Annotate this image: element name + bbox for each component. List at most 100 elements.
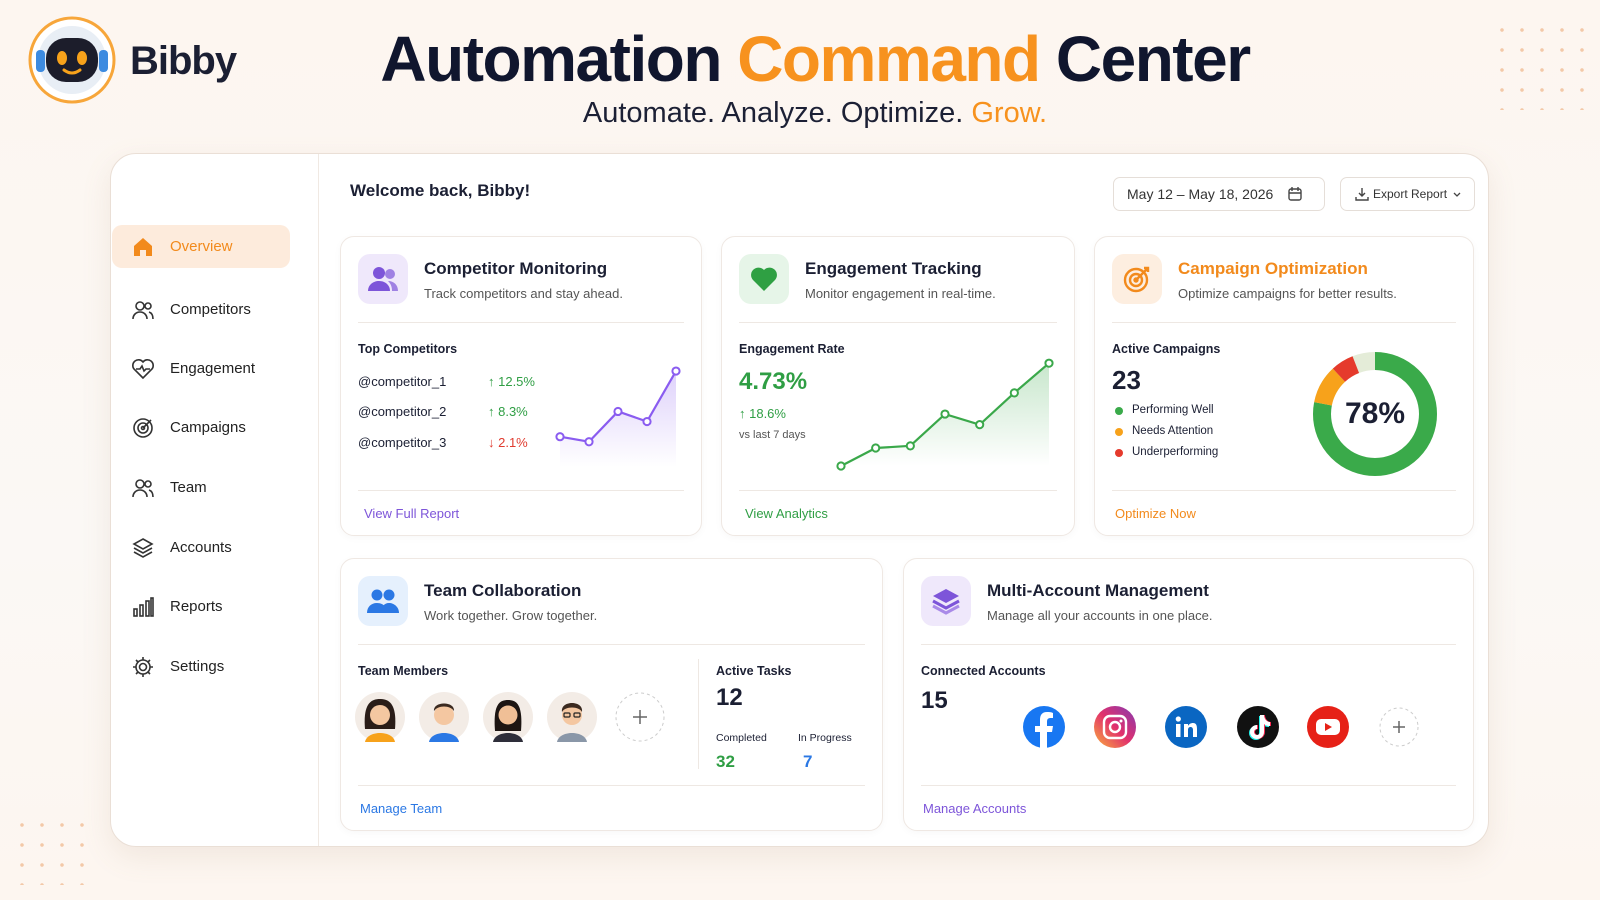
icon: [368, 267, 398, 291]
section-label: Team Members: [358, 664, 449, 678]
divider: [358, 322, 684, 323]
trend-point: [871, 443, 881, 453]
tiktok-icon[interactable]: [1237, 706, 1279, 748]
divider: [358, 785, 865, 786]
divider: [739, 490, 1057, 491]
card-link[interactable]: Manage Team: [360, 801, 443, 816]
add-member[interactable]: [615, 692, 665, 742]
section-label: Active Campaigns: [1112, 342, 1221, 356]
competitor-change: ↑ 12.5%: [488, 374, 535, 389]
nav-item[interactable]: Competitors: [112, 288, 290, 331]
nav-item[interactable]: Overview: [112, 225, 290, 268]
trend-point: [975, 420, 985, 430]
legend-label: Performing Well: [1132, 404, 1214, 416]
trend-point: [1009, 388, 1019, 398]
card-subtitle: Work together. Grow together.: [424, 608, 598, 623]
trend-chart: [836, 358, 1054, 471]
trend-point: [555, 432, 565, 442]
divider: [739, 322, 1057, 323]
icon: [1453, 192, 1461, 197]
dot-pattern: [1492, 20, 1592, 110]
nav-label: Accounts: [170, 539, 232, 556]
trend-point: [584, 437, 594, 447]
trend-point: [642, 416, 652, 427]
instagram-icon[interactable]: [1094, 706, 1136, 748]
add-account[interactable]: [1379, 707, 1419, 747]
card-link[interactable]: View Full Report: [364, 506, 460, 521]
nav-label: Competitors: [170, 301, 251, 318]
nav-item[interactable]: Accounts: [112, 526, 290, 569]
accounts-card: Multi-Account Management Manage all your…: [903, 558, 1474, 831]
card-title: Campaign Optimization: [1178, 259, 1368, 278]
completed-label: Completed: [716, 732, 767, 744]
divider: [1112, 322, 1456, 323]
trend-point: [905, 441, 915, 451]
icon: [132, 359, 154, 380]
date-picker[interactable]: May 12 – May 18, 2026: [1113, 177, 1325, 211]
campaign-card: Campaign Optimization Optimize campaigns…: [1094, 236, 1474, 536]
nav-item[interactable]: Reports: [112, 585, 290, 628]
donut-segment: [1313, 352, 1437, 476]
youtube-icon[interactable]: [1307, 706, 1349, 748]
icon: [751, 267, 777, 291]
nav-item[interactable]: Settings: [112, 645, 290, 688]
avatar: [483, 692, 533, 742]
section-label: Engagement Rate: [739, 342, 845, 356]
icon: [133, 597, 154, 617]
tagline-text: Automate. Analyze. Optimize.: [582, 97, 964, 129]
card-icon: [358, 576, 408, 626]
title-part: Center: [1055, 23, 1251, 95]
card-link[interactable]: Manage Accounts: [923, 801, 1027, 816]
icon: [134, 238, 152, 256]
nav-item[interactable]: Campaigns: [112, 406, 290, 449]
brand: Bibby: [130, 39, 237, 83]
sidebar: Overview Competitors Engagement Campaign…: [111, 154, 319, 846]
in-progress-label: In Progress: [798, 732, 852, 744]
card-subtitle: Monitor engagement in real-time.: [805, 286, 996, 301]
competitor-change: ↑ 8.3%: [488, 404, 528, 419]
card-title: Multi-Account Management: [987, 581, 1209, 600]
facebook-icon[interactable]: [1023, 706, 1065, 748]
avatar: [547, 692, 597, 742]
accounts-count: 15: [921, 687, 948, 714]
avatar: [419, 692, 469, 742]
logo: [28, 16, 116, 104]
export-button[interactable]: Export Report: [1340, 177, 1475, 211]
competitor-name: @competitor_2: [358, 404, 447, 419]
trend-point: [671, 366, 681, 376]
icon: [1123, 266, 1150, 293]
icon: [133, 657, 153, 677]
engagement-rate: 4.73%: [739, 368, 808, 395]
card-link[interactable]: Optimize Now: [1115, 506, 1196, 521]
linkedin-icon[interactable]: [1165, 706, 1207, 748]
icon: [133, 418, 153, 438]
divider: [358, 490, 684, 491]
section-label: Connected Accounts: [921, 664, 1046, 678]
nav-label: Settings: [170, 658, 225, 675]
legend-label: Underperforming: [1132, 446, 1219, 458]
trend-point: [836, 461, 846, 471]
nav-label: Overview: [170, 238, 233, 255]
icon: [1288, 187, 1303, 201]
icon: [932, 589, 960, 615]
card-subtitle: Optimize campaigns for better results.: [1178, 286, 1397, 301]
card-link[interactable]: View Analytics: [745, 506, 828, 521]
nav-item[interactable]: Team: [112, 466, 290, 509]
card-icon: [1112, 254, 1162, 304]
section-label: Top Competitors: [358, 342, 458, 356]
title-part: Automation: [380, 23, 722, 95]
donut-chart: 78%: [1313, 352, 1437, 476]
dot-pattern: [12, 815, 92, 885]
nav-item[interactable]: Engagement: [112, 347, 290, 390]
campaign-count: 23: [1112, 365, 1141, 395]
tasks-total: 12: [716, 684, 743, 711]
card-icon: [358, 254, 408, 304]
legend-dot: [1115, 407, 1123, 415]
competitor-change: ↓ 2.1%: [488, 435, 528, 450]
trend-area: [560, 371, 676, 467]
card-title: Team Collaboration: [424, 581, 582, 600]
trend-chart: [555, 366, 681, 467]
divider: [921, 644, 1456, 645]
